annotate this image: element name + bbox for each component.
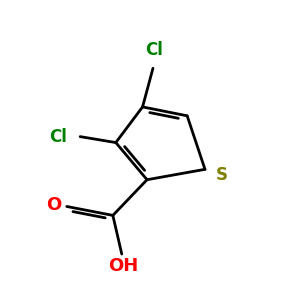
Text: O: O: [46, 196, 61, 214]
Text: S: S: [215, 166, 227, 184]
Text: Cl: Cl: [146, 41, 164, 59]
Text: OH: OH: [108, 257, 138, 275]
Text: Cl: Cl: [49, 128, 67, 146]
